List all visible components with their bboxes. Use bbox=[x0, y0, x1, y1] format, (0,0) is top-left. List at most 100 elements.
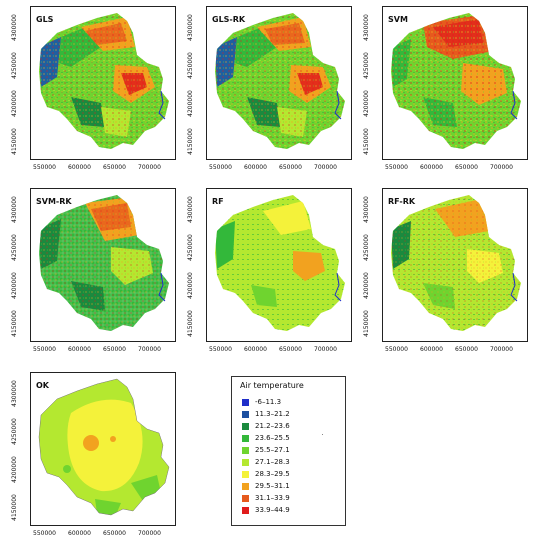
legend-swatch bbox=[242, 458, 249, 466]
plot-frame bbox=[382, 188, 528, 342]
legend-label: -6–11.3 bbox=[255, 398, 282, 406]
legend-label: 25.5–27.1 bbox=[255, 446, 290, 454]
y-tick-label: 4150000 bbox=[10, 494, 18, 521]
y-tick-label: 4250000 bbox=[186, 234, 194, 261]
legend-swatch bbox=[242, 506, 249, 514]
legend-item: 31.1–33.9 bbox=[242, 493, 290, 503]
legend-item: 11.3–21.2 bbox=[242, 409, 290, 419]
y-tick-label: 4250000 bbox=[10, 418, 18, 445]
x-tick-label: 550000 bbox=[209, 164, 232, 171]
legend-label: 27.1–28.3 bbox=[255, 458, 290, 466]
y-tick-label: 4250000 bbox=[10, 234, 18, 261]
legend-item: 21.2–23.6 bbox=[242, 421, 290, 431]
legend-label: 11.3–21.2 bbox=[255, 410, 290, 418]
y-tick-label: 4300000 bbox=[362, 196, 370, 223]
x-tick-label: 550000 bbox=[385, 346, 408, 353]
panel-title: RF-RK bbox=[388, 197, 416, 206]
legend-label: 31.1–33.9 bbox=[255, 494, 290, 502]
temperature-map-svm-rk bbox=[39, 195, 169, 331]
legend-swatch bbox=[242, 434, 249, 442]
legend-item: 25.5–27.1 bbox=[242, 445, 290, 455]
x-tick-label: 550000 bbox=[33, 164, 56, 171]
y-tick-label: 4300000 bbox=[10, 196, 18, 223]
legend-title: Air temperature bbox=[240, 381, 304, 390]
legend-label: 23.6–25.5 bbox=[255, 434, 290, 442]
y-tick-label: 4300000 bbox=[10, 14, 18, 41]
temperature-map-rf-rk bbox=[391, 195, 521, 331]
legend-swatch bbox=[242, 446, 249, 454]
y-tick-label: 4300000 bbox=[362, 14, 370, 41]
legend-label: 28.3–29.5 bbox=[255, 470, 290, 478]
map-panel-rf-rk: RF-RK 4300000 4250000 4200000 4150000 55… bbox=[358, 186, 528, 361]
x-tick-label: 700000 bbox=[490, 346, 513, 353]
y-tick-label: 4200000 bbox=[186, 90, 194, 117]
x-tick-label: 650000 bbox=[455, 164, 478, 171]
y-tick-label: 4300000 bbox=[186, 196, 194, 223]
y-tick-label: 4250000 bbox=[10, 52, 18, 79]
map-panel-svm-rk: SVM-RK 4300000 4250000 4200000 4150000 5… bbox=[6, 186, 176, 361]
map-panel-ok: OK 4300000 4250000 4200000 4150000 55000… bbox=[6, 370, 176, 545]
plot-frame bbox=[30, 372, 176, 526]
legend-swatch bbox=[242, 494, 249, 502]
x-tick-label: 550000 bbox=[33, 346, 56, 353]
y-tick-label: 4200000 bbox=[362, 90, 370, 117]
y-tick-label: 4150000 bbox=[186, 128, 194, 155]
y-tick-label: 4200000 bbox=[10, 90, 18, 117]
x-tick-label: 700000 bbox=[138, 164, 161, 171]
y-tick-label: 4150000 bbox=[362, 128, 370, 155]
y-tick-label: 4300000 bbox=[10, 380, 18, 407]
y-tick-label: 4250000 bbox=[362, 234, 370, 261]
x-tick-label: 600000 bbox=[68, 164, 91, 171]
map-panel-gls: GLS 4300000 4250000 4200000 4150000 5500… bbox=[6, 4, 176, 179]
panel-title: RF bbox=[212, 197, 224, 206]
y-tick-label: 4200000 bbox=[10, 456, 18, 483]
y-tick-label: 4200000 bbox=[10, 272, 18, 299]
legend-swatch bbox=[242, 422, 249, 430]
legend: Air temperature -6–11.3 11.3–21.2 21.2–2… bbox=[231, 376, 346, 526]
legend-item: 27.1–28.3 bbox=[242, 457, 290, 467]
y-tick-label: 4150000 bbox=[10, 310, 18, 337]
legend-swatch bbox=[242, 482, 249, 490]
y-tick-label: 4150000 bbox=[186, 310, 194, 337]
legend-item: 28.3–29.5 bbox=[242, 469, 290, 479]
legend-label: 33.9–44.9 bbox=[255, 506, 290, 514]
x-tick-label: 550000 bbox=[33, 530, 56, 537]
legend-item: -6–11.3 bbox=[242, 397, 281, 407]
panel-title: GLS bbox=[36, 15, 54, 24]
x-tick-label: 700000 bbox=[314, 164, 337, 171]
y-tick-label: 4300000 bbox=[186, 14, 194, 41]
legend-swatch bbox=[242, 410, 249, 418]
x-tick-label: 700000 bbox=[138, 346, 161, 353]
legend-item: 29.5–31.1 bbox=[242, 481, 290, 491]
y-tick-label: 4250000 bbox=[362, 52, 370, 79]
x-tick-label: 550000 bbox=[385, 164, 408, 171]
legend-swatch bbox=[242, 398, 249, 406]
x-tick-label: 650000 bbox=[103, 164, 126, 171]
temperature-map-rf bbox=[215, 195, 345, 331]
temperature-map-ok bbox=[38, 378, 170, 516]
x-tick-label: 600000 bbox=[68, 530, 91, 537]
x-tick-label: 600000 bbox=[244, 164, 267, 171]
x-tick-label: 650000 bbox=[455, 346, 478, 353]
y-tick-label: 4200000 bbox=[186, 272, 194, 299]
legend-swatch bbox=[242, 470, 249, 478]
y-tick-label: 4250000 bbox=[186, 52, 194, 79]
panel-title: SVM-RK bbox=[36, 197, 72, 206]
x-tick-label: 600000 bbox=[420, 164, 443, 171]
temperature-map-svm bbox=[391, 13, 521, 149]
plot-frame bbox=[382, 6, 528, 160]
x-tick-label: 700000 bbox=[490, 164, 513, 171]
x-tick-label: 650000 bbox=[279, 164, 302, 171]
x-tick-label: 650000 bbox=[279, 346, 302, 353]
plot-frame bbox=[30, 188, 176, 342]
map-panel-rf: RF 4300000 4250000 4200000 4150000 55000… bbox=[182, 186, 352, 361]
legend-item: 33.9–44.9 bbox=[242, 505, 290, 515]
panel-title: GLS-RK bbox=[212, 15, 246, 24]
map-panel-svm: SVM 4300000 4250000 4200000 4150000 5500… bbox=[358, 4, 528, 179]
x-tick-label: 650000 bbox=[103, 530, 126, 537]
x-tick-label: 700000 bbox=[138, 530, 161, 537]
y-tick-label: 4150000 bbox=[362, 310, 370, 337]
legend-label: 21.2–23.6 bbox=[255, 422, 290, 430]
x-tick-label: 700000 bbox=[314, 346, 337, 353]
y-tick-label: 4200000 bbox=[362, 272, 370, 299]
